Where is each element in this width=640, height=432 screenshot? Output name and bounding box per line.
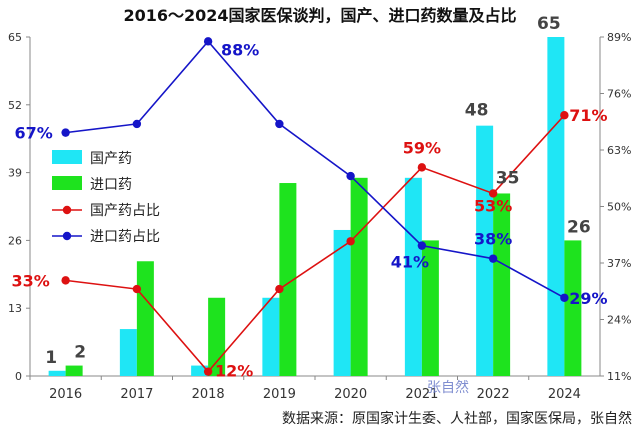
left-tick-label: 13 xyxy=(8,302,22,315)
right-tick-label: 89% xyxy=(607,31,631,44)
x-tick-label: 2016 xyxy=(49,387,82,402)
bar-domestic xyxy=(547,37,565,376)
legend-label: 国产药 xyxy=(90,151,132,167)
point-domestic-share xyxy=(61,276,70,285)
bar-domestic xyxy=(119,329,137,376)
point-domestic-share xyxy=(488,189,498,198)
point-domestic-share xyxy=(560,111,569,120)
point-imported-share xyxy=(560,293,569,302)
right-tick-label: 37% xyxy=(607,257,631,270)
legend-swatch xyxy=(52,150,82,164)
legend-label: 国产药占比 xyxy=(90,203,160,219)
bar-domestic xyxy=(48,370,66,376)
point-domestic-share xyxy=(346,237,355,246)
point-imported-share xyxy=(275,119,284,129)
bar-value-label: 2 xyxy=(74,343,86,363)
bar-imported xyxy=(564,240,582,376)
bar-imported xyxy=(136,261,154,376)
point-domestic-share xyxy=(417,163,427,172)
legend-swatch xyxy=(52,176,82,190)
line-value-label: 41% xyxy=(391,253,429,272)
line-value-label: 59% xyxy=(403,138,441,157)
x-tick-label: 2020 xyxy=(334,387,367,402)
bar-domestic xyxy=(262,297,280,376)
chart-title: 2016～2024国家医保谈判，国产、进口药数量及占比 xyxy=(123,6,517,25)
x-tick-label: 2019 xyxy=(263,387,296,402)
right-tick-label: 50% xyxy=(607,201,631,214)
line-value-label: 53% xyxy=(474,196,512,215)
x-tick-label: 2022 xyxy=(477,387,510,402)
right-tick-label: 24% xyxy=(607,314,631,327)
left-tick-label: 0 xyxy=(15,370,22,383)
bar-imported xyxy=(421,240,439,376)
line-imported-share xyxy=(65,40,565,299)
bar-imported xyxy=(493,193,511,376)
point-domestic-share xyxy=(132,284,142,294)
bar-domestic xyxy=(333,229,351,376)
line-value-label: 71% xyxy=(569,106,607,125)
line-value-label: 38% xyxy=(474,230,512,249)
watermark-text: 张自然 xyxy=(427,379,469,396)
line-value-label: 12% xyxy=(215,362,253,381)
left-tick-label: 65 xyxy=(8,31,22,44)
legend-marker xyxy=(62,231,72,241)
line-value-label: 29% xyxy=(569,289,607,308)
bar-value-label: 48 xyxy=(465,101,489,121)
bar-value-label: 26 xyxy=(567,217,591,237)
legend-marker xyxy=(62,205,72,215)
point-domestic-share xyxy=(203,367,213,376)
bar-imported xyxy=(65,365,83,376)
line-domestic-share xyxy=(65,114,565,373)
left-tick-label: 52 xyxy=(8,99,22,112)
point-imported-share xyxy=(417,241,427,250)
left-tick-label: 39 xyxy=(8,167,22,180)
line-value-label: 67% xyxy=(14,124,52,143)
right-tick-label: 11% xyxy=(607,370,631,383)
right-tick-label: 76% xyxy=(607,88,631,101)
point-domestic-share xyxy=(275,284,284,294)
x-tick-label: 2024 xyxy=(548,387,581,402)
right-tick-label: 63% xyxy=(607,144,631,157)
point-imported-share xyxy=(203,37,213,46)
bar-value-label: 35 xyxy=(496,168,520,188)
x-tick-label: 2018 xyxy=(192,387,225,402)
point-imported-share xyxy=(488,254,498,263)
point-imported-share xyxy=(61,128,70,137)
legend-label: 进口药占比 xyxy=(90,229,160,245)
x-tick-label: 2017 xyxy=(120,387,153,402)
bar-domestic xyxy=(404,177,422,376)
line-value-label: 33% xyxy=(11,271,49,290)
point-imported-share xyxy=(132,119,142,129)
left-tick-label: 26 xyxy=(8,234,22,247)
bar-imported xyxy=(279,183,297,376)
source-note: 数据来源：原国家计生委、人社部，国家医保局，张自然 xyxy=(282,411,632,427)
x-tick-label: 2021 xyxy=(405,387,438,402)
line-value-label: 88% xyxy=(221,40,259,59)
bar-imported xyxy=(350,177,368,376)
bar-domestic xyxy=(476,125,494,377)
bar-value-label: 1 xyxy=(45,348,57,368)
legend-label: 进口药 xyxy=(90,177,132,193)
bar-domestic xyxy=(191,365,209,376)
point-imported-share xyxy=(346,171,355,181)
bar-value-label: 65 xyxy=(537,14,561,34)
